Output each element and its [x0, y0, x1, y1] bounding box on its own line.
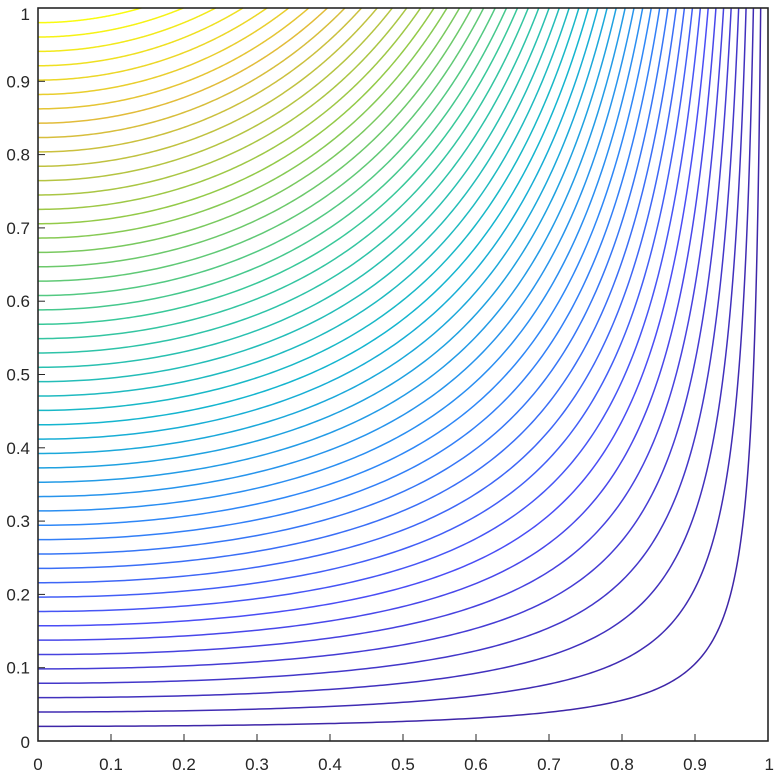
x-tick-label: 0.2 [172, 755, 196, 772]
x-tick-label: 0.5 [391, 755, 415, 772]
x-tick-label: 0.8 [610, 755, 634, 772]
contour-line [37, 7, 540, 354]
contour-line [38, 7, 142, 24]
contour-lines [37, 7, 762, 728]
y-tick-label: 0.1 [6, 659, 30, 678]
contour-line [37, 7, 508, 311]
contour-line [38, 7, 290, 96]
contour-line [37, 7, 661, 541]
y-tick-label: 0.6 [6, 292, 30, 311]
contour-line [37, 7, 519, 325]
x-tick-label: 0.4 [318, 755, 342, 772]
contour-line [37, 7, 644, 512]
y-tick-label: 0 [21, 733, 30, 752]
contour-line [37, 7, 408, 196]
x-tick-label: 0.9 [683, 755, 707, 772]
contour-line [37, 7, 580, 412]
contour-line [38, 7, 244, 67]
contour-line [37, 7, 435, 225]
y-tick-label: 0.9 [6, 72, 30, 91]
y-tick-label: 0.7 [6, 219, 30, 238]
contour-line [37, 7, 747, 699]
contour-line [38, 7, 184, 38]
y-tick-label: 0.8 [6, 146, 30, 165]
contour-line [37, 7, 422, 211]
contour-line [37, 7, 560, 383]
x-tick-label: 0.6 [464, 755, 488, 772]
contour-line [37, 7, 590, 426]
x-axis-ticks: 0 0.1 0.2 0.3 0.4 0.5 0.6 0.7 0.8 0.9 1 [33, 734, 774, 772]
contour-line [38, 7, 268, 81]
contour-line [37, 7, 599, 440]
contour-line [37, 7, 669, 555]
contour-line [37, 7, 485, 282]
contour-line [37, 7, 732, 670]
y-axis-ticks: 0 0.1 0.2 0.3 0.4 0.5 0.6 0.7 0.8 0.9 1 [6, 5, 45, 752]
contour-line [37, 7, 702, 613]
contour-line [37, 7, 717, 641]
contour-line [37, 7, 363, 153]
y-tick-label: 0.4 [6, 439, 30, 458]
x-tick-label: 1 [765, 755, 774, 772]
contour-line [37, 7, 709, 627]
contour-line [37, 7, 461, 254]
contour-line [37, 7, 328, 124]
contour-line [37, 7, 617, 469]
contour-line [37, 7, 678, 570]
x-tick-label: 0 [33, 755, 42, 772]
contour-line [38, 8, 762, 728]
contour-line [38, 7, 217, 53]
contour-line [37, 8, 725, 656]
contour-line [38, 7, 310, 110]
x-tick-label: 0.3 [245, 755, 269, 772]
y-tick-label: 0.2 [6, 585, 30, 604]
contour-line [37, 7, 570, 397]
contour-line [38, 8, 755, 713]
contour-line [37, 7, 448, 239]
contour-line [37, 7, 346, 139]
contour-line [37, 7, 378, 168]
contour-line [37, 7, 626, 483]
contour-line [37, 7, 652, 527]
contour-line [37, 7, 473, 268]
contour-line [37, 7, 740, 685]
contour-line [37, 7, 694, 598]
contour-line [37, 7, 550, 369]
y-tick-label: 1 [21, 5, 30, 24]
y-tick-label: 0.3 [6, 512, 30, 531]
x-tick-label: 0.1 [99, 755, 123, 772]
x-tick-label: 0.7 [537, 755, 561, 772]
contour-line [37, 7, 393, 182]
contour-line [37, 7, 686, 584]
contour-line [37, 7, 496, 297]
y-tick-label: 0.5 [6, 366, 30, 385]
contour-line [37, 7, 529, 340]
contour-line [37, 7, 608, 455]
contour-line [37, 7, 635, 498]
